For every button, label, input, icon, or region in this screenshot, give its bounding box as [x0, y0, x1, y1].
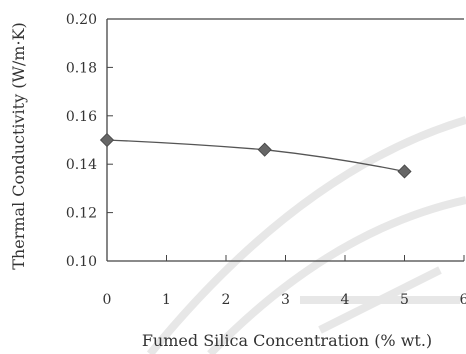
- y-tick-label: 0.16: [66, 109, 97, 125]
- x-tick-label: 0: [103, 292, 112, 308]
- x-axis-label: Fumed Silica Concentration (% wt.): [142, 331, 432, 350]
- x-tick-label: 2: [222, 292, 231, 308]
- y-tick-label: 0.18: [66, 60, 97, 76]
- data-point: [397, 164, 412, 179]
- x-tick-label: 1: [162, 292, 171, 308]
- y-tick-label: 0.12: [66, 206, 97, 222]
- x-tick-label: 5: [400, 292, 409, 308]
- watermark: [146, 116, 466, 354]
- y-tick-label: 0.10: [66, 254, 97, 270]
- data-point: [257, 142, 272, 157]
- x-tick-label: 4: [341, 292, 350, 308]
- x-tick-label: 3: [281, 292, 290, 308]
- y-tick-label: 0.20: [66, 12, 97, 28]
- data-point: [99, 132, 115, 148]
- y-tick-label: 0.14: [66, 157, 97, 173]
- x-tick-label: 6: [460, 292, 466, 308]
- plot-area: 0.10 0.12 0.14 0.16 0.18 0.20 0 1 2 3 4 5 6: [66, 12, 466, 308]
- y-axis-label: Thermal Conductivity (W/m·K): [9, 22, 28, 269]
